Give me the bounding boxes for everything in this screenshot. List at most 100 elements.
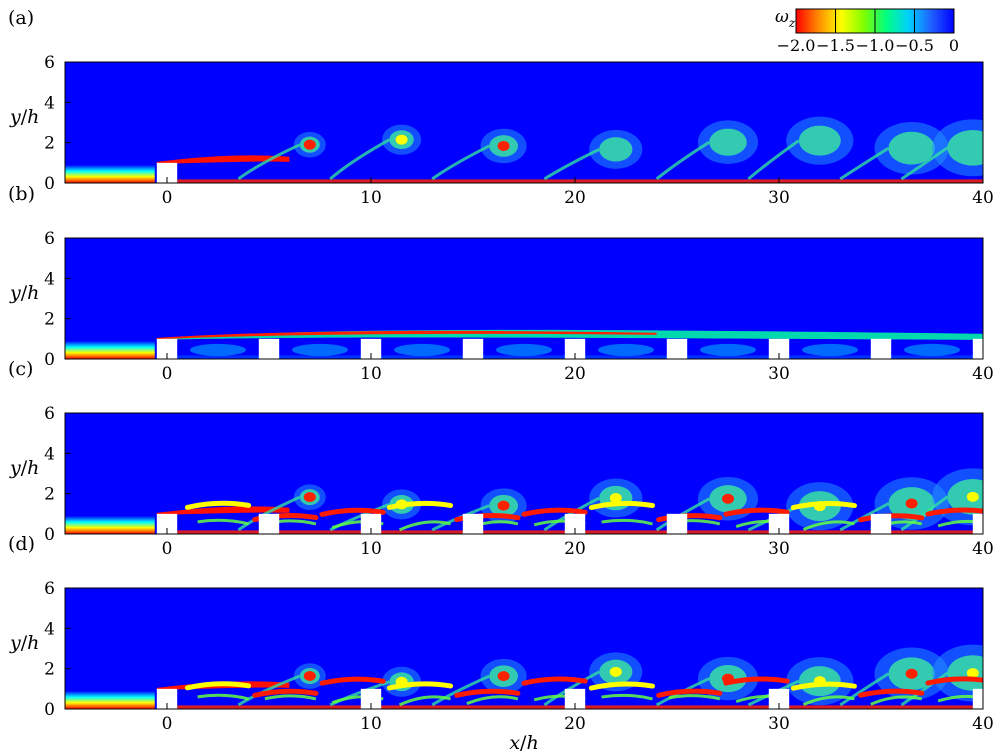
shear-filament bbox=[264, 694, 317, 701]
vortex-tail bbox=[329, 138, 391, 181]
cavity-vortex bbox=[802, 343, 858, 356]
shear-filament bbox=[252, 688, 319, 698]
shear-filament bbox=[937, 519, 983, 528]
x-tick-label: 0 bbox=[162, 714, 173, 734]
axes-frame bbox=[64, 587, 984, 710]
vortex bbox=[599, 137, 633, 162]
roughness-block bbox=[462, 338, 484, 359]
shear-filament bbox=[802, 520, 855, 531]
panel-label: (c) bbox=[8, 358, 33, 380]
roughness-block bbox=[258, 338, 280, 359]
roughness-block bbox=[666, 338, 688, 359]
vortex bbox=[947, 479, 983, 515]
x-tick-label: 30 bbox=[768, 714, 790, 734]
vortex-tail bbox=[431, 674, 490, 707]
y-tick-label: 4 bbox=[44, 619, 55, 639]
cavity-vortex bbox=[394, 343, 450, 356]
shear-filament bbox=[319, 676, 386, 686]
shear-filament bbox=[521, 676, 588, 686]
x-tick-label: 40 bbox=[972, 714, 994, 734]
shear-layer bbox=[156, 155, 290, 164]
vortex-core bbox=[609, 666, 622, 677]
roughness-block bbox=[462, 513, 484, 534]
x-tick-label: 10 bbox=[360, 188, 382, 208]
x-tick-label: 10 bbox=[360, 539, 382, 559]
vortex-tail bbox=[839, 146, 890, 181]
vortex-core bbox=[905, 498, 918, 509]
x-tick-label: 20 bbox=[564, 539, 586, 559]
vortex-tail bbox=[655, 140, 711, 181]
shear-filament bbox=[601, 518, 653, 526]
roughness-block bbox=[972, 688, 983, 709]
y-tick-label: 2 bbox=[44, 485, 55, 505]
roughness-block bbox=[156, 338, 178, 359]
roughness-block bbox=[870, 338, 892, 359]
roughness-block bbox=[360, 338, 382, 359]
y-axis-label: y/h bbox=[9, 106, 39, 128]
x-tick-label: 20 bbox=[564, 714, 586, 734]
roughness-block bbox=[972, 338, 983, 359]
vortex-core bbox=[497, 140, 510, 151]
colorbar-tick-label: −2.0 bbox=[777, 36, 816, 55]
y-tick-label: 4 bbox=[44, 93, 55, 113]
shear-filament bbox=[668, 694, 721, 701]
y-tick-label: 4 bbox=[44, 444, 55, 464]
x-tick-label: 40 bbox=[972, 188, 994, 208]
colorbar: ωz −2.0 −1.5 −1.0 −0.5 0 bbox=[775, 7, 959, 55]
vortex-tail bbox=[900, 495, 949, 532]
panel-label: (a) bbox=[8, 7, 34, 29]
shear-filament bbox=[521, 507, 588, 517]
inflow-boundary-layer bbox=[65, 515, 155, 534]
cavity-vortex bbox=[190, 343, 246, 356]
colorbar-label: ωz bbox=[775, 7, 796, 30]
vortex-tail bbox=[900, 146, 949, 181]
vortex bbox=[888, 131, 935, 165]
roughness-block bbox=[564, 688, 586, 709]
shear-filament bbox=[197, 518, 249, 526]
colorbar-tick-label: 0 bbox=[949, 36, 959, 55]
shear-filament bbox=[790, 500, 857, 511]
y-tick-label: 4 bbox=[44, 269, 55, 289]
y-axis-label: y/h bbox=[9, 457, 39, 479]
panel: (c) 0 2 4 6 0 10 20 30 40 y/h bbox=[8, 358, 994, 559]
vortex bbox=[947, 130, 983, 166]
vortex-core bbox=[395, 134, 408, 145]
shear-filament bbox=[588, 681, 656, 691]
panel-label: (b) bbox=[8, 183, 35, 205]
vortex-core bbox=[497, 671, 510, 682]
y-tick-label: 0 bbox=[44, 350, 55, 370]
panel: (b) 0 2 4 6 0 10 20 30 40 y/h bbox=[8, 183, 994, 384]
roughness-block bbox=[564, 338, 586, 359]
x-tick-label: 30 bbox=[768, 188, 790, 208]
shear-filament bbox=[398, 520, 451, 532]
x-tick-label: 30 bbox=[768, 539, 790, 559]
roughness-block bbox=[156, 688, 178, 709]
y-tick-label: 2 bbox=[44, 310, 55, 330]
shear-filament bbox=[466, 695, 519, 705]
x-tick-label: 20 bbox=[564, 364, 586, 384]
roughness-block bbox=[564, 513, 586, 534]
vortex-tail bbox=[237, 143, 301, 181]
vortex-tail bbox=[747, 139, 800, 181]
roughness-block bbox=[768, 513, 790, 534]
cavity-vortex bbox=[904, 343, 960, 356]
colorbar-tick-label: −1.0 bbox=[856, 36, 895, 55]
roughness-block bbox=[666, 513, 688, 534]
y-tick-label: 6 bbox=[44, 229, 55, 249]
shear-filament bbox=[386, 500, 454, 510]
x-tick-label: 10 bbox=[360, 714, 382, 734]
vortex-tail bbox=[431, 144, 490, 181]
vortex-core bbox=[722, 493, 734, 504]
shear-filament bbox=[398, 695, 451, 707]
shear-layer-core bbox=[156, 330, 657, 340]
roughness-block bbox=[972, 513, 983, 534]
shear-filament bbox=[870, 695, 923, 706]
roughness-block bbox=[360, 688, 382, 709]
shear-filament bbox=[925, 507, 983, 517]
wall-shear-layer bbox=[177, 179, 983, 183]
y-tick-label: 6 bbox=[44, 53, 55, 73]
shear-filament bbox=[319, 507, 386, 517]
vortex-core bbox=[966, 491, 979, 502]
shear-layer bbox=[156, 506, 290, 515]
